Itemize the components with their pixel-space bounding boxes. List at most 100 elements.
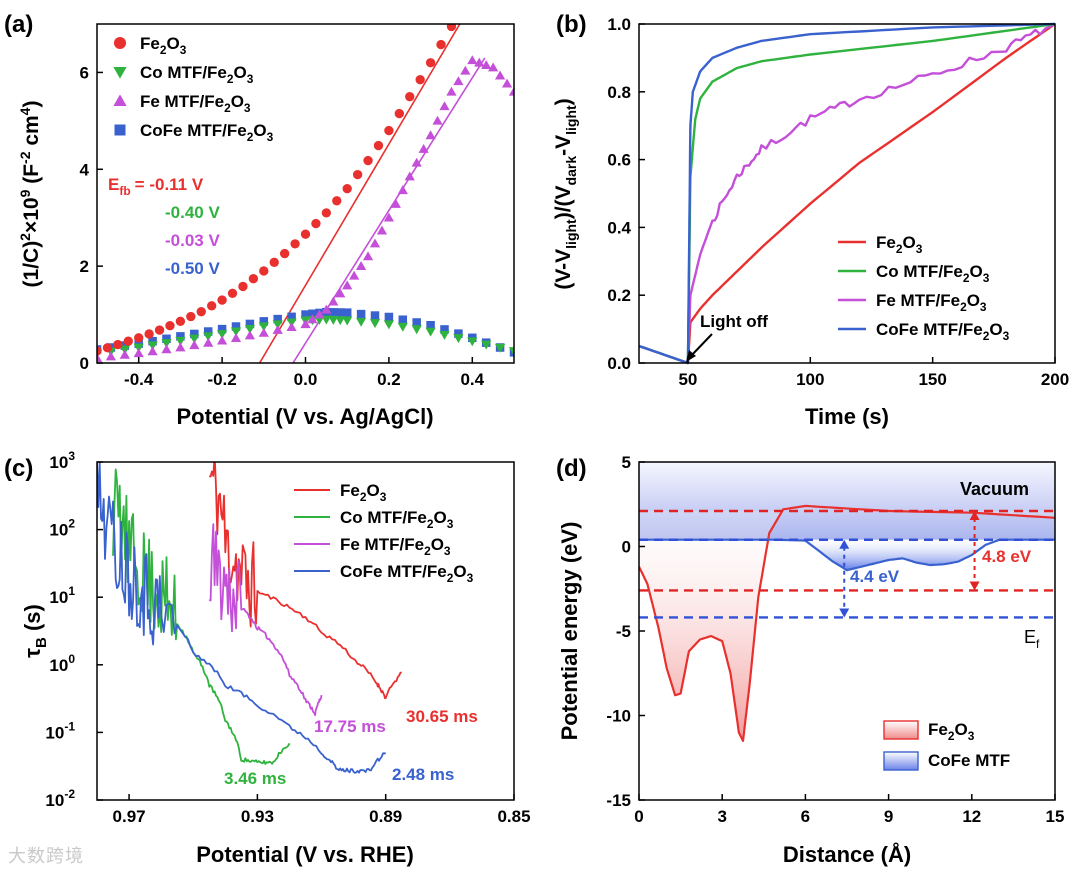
gap-blue-arrow-head-bottom	[839, 608, 850, 618]
point-fe-mtf-fe2o3	[418, 144, 429, 153]
ef-label: Ef	[1024, 627, 1040, 651]
point-fe-mtf-fe2o3	[230, 333, 242, 342]
point-cofe-mtf-fe2o3	[273, 314, 282, 324]
point-co-mtf-fe2o3	[481, 340, 492, 350]
point-cofe-mtf-fe2o3	[329, 308, 338, 317]
efb-cofe-mtf: -0.50 V	[165, 259, 220, 278]
point-fe2o3	[290, 239, 300, 249]
panel-b-xlabel: Time (s)	[805, 404, 889, 429]
point-fe-mtf-fe2o3	[321, 304, 332, 314]
point-fe2o3	[269, 257, 279, 267]
fe2o3-well-fill	[639, 511, 1055, 741]
point-fe2o3	[154, 325, 165, 335]
legend-label-cofe-mtf-feo: CoFe MTF/Fe2O3	[876, 320, 1010, 343]
panel-c-xlabel: Potential (V vs. RHE)	[196, 842, 414, 867]
panel-d-xtick-label: 3	[717, 807, 726, 826]
panel-a-xtick-label: 0.0	[294, 370, 318, 389]
line-fe-mtf-fe2o3	[208, 523, 323, 717]
point-fe2o3	[352, 169, 363, 180]
point-fe2o3	[186, 311, 196, 322]
panel-d-xtick-label: 12	[962, 807, 981, 826]
point-cofe-mtf-fe2o3	[308, 309, 317, 319]
point-fe-mtf-fe2o3	[404, 171, 415, 181]
gap-blue-label: 4.4 eV	[850, 567, 900, 586]
point-fe-mtf-fe2o3	[397, 185, 408, 195]
point-fe-mtf-fe2o3	[342, 280, 353, 290]
panel-c-series	[97, 462, 402, 774]
light-off-label: Light off	[700, 312, 768, 331]
light-off-annotation: Light off	[686, 312, 768, 362]
light-off-arrowhead	[686, 350, 696, 362]
legend-label-feo: Fe2O3	[340, 481, 387, 504]
point-fe-mtf-fe2o3	[439, 101, 450, 111]
panel-a-legend: Fe2O3 Co MTF/Fe2O3 Fe MTF/Fe2O3 CoFe MTF/Fe…	[113, 34, 274, 144]
point-fe-mtf-fe2o3	[97, 353, 103, 362]
legend-label-co-mtf-feo: Co MTF/Fe2O3	[340, 508, 454, 531]
point-fe-mtf-fe2o3	[217, 335, 228, 345]
panel-a-ytick-label: 6	[80, 63, 89, 82]
point-co-mtf-fe2o3	[342, 316, 353, 326]
point-fe-mtf-fe2o3	[189, 340, 200, 350]
point-co-mtf-fe2o3	[467, 337, 478, 347]
line-cofe-mtf	[639, 538, 1055, 572]
panel-b-ytick-label: 0.6	[607, 151, 631, 170]
point-fe2o3	[279, 248, 290, 259]
point-cofe-mtf-fe2o3	[336, 308, 345, 317]
legend-label-co-mtf-feo: Co MTF/Fe2O3	[876, 262, 990, 285]
point-cofe-mtf-fe2o3	[342, 308, 352, 317]
point-co-mtf-fe2o3	[411, 325, 422, 335]
line-cofe-mtf-fe2o3	[97, 462, 387, 774]
point-cofe-mtf-fe2o3	[231, 322, 241, 331]
point-co-mtf-fe2o3	[161, 339, 172, 349]
point-cofe-mtf-fe2o3	[356, 309, 366, 319]
point-co-mtf-fe2o3	[217, 330, 228, 340]
panel-a-efb-labels: Efb = -0.11 V -0.40 V -0.03 V -0.50 V	[108, 175, 220, 278]
point-fe2o3	[238, 281, 248, 292]
point-cofe-mtf-fe2o3	[162, 334, 171, 344]
panel-b: (b) 50 100 150 200 0.0 0.2 0.4 0.6 0.8 1.0 Time (…	[552, 11, 1069, 429]
point-co-mtf-fe2o3	[175, 336, 186, 346]
panel-a-label: (a)	[4, 11, 33, 38]
point-co-mtf-fe2o3	[230, 327, 242, 337]
panel-b-ytick-label: 0.4	[607, 218, 631, 237]
point-fe-mtf-fe2o3	[300, 319, 311, 329]
point-fe2o3	[144, 329, 154, 339]
point-fe-mtf-fe2o3	[501, 78, 513, 88]
point-co-mtf-fe2o3	[133, 343, 144, 353]
point-fe2o3	[436, 39, 446, 50]
panel-a-ytick-label: 4	[80, 160, 90, 179]
gap-red-arrow-head-bottom	[969, 581, 980, 591]
panel-d: (d) 0 3 6 9 12 15 -15 -10 -5 0 5 Distance (Å) Pote…	[556, 453, 1064, 867]
point-fe2o3	[102, 343, 113, 353]
line-fe2o3	[639, 504, 1055, 742]
point-co-mtf-fe2o3	[272, 320, 283, 330]
point-cofe-mtf-fe2o3	[398, 315, 408, 324]
legend-label-cofe-mtf: CoFe MTF	[928, 751, 1010, 770]
panel-d-label: (d)	[556, 455, 587, 482]
point-cofe-mtf-fe2o3	[384, 312, 394, 322]
panel-c: (c) 0.97 0.93 0.89 0.85 10-2 10-1 100 101 102 103…	[4, 449, 531, 867]
point-fe2o3	[446, 24, 457, 32]
point-fe-mtf-fe2o3	[147, 346, 158, 356]
point-co-mtf-fe2o3	[369, 319, 381, 329]
legend-label-cofe-mtf-feo: CoFe MTF/Fe2O3	[340, 562, 474, 585]
point-fe2o3	[165, 321, 175, 331]
point-fe-mtf-fe2o3	[467, 55, 478, 65]
efb-co-mtf: -0.40 V	[165, 203, 220, 222]
point-fe-mtf-fe2o3	[328, 296, 339, 306]
panel-c-label: (c)	[4, 455, 33, 482]
legend-label-fe-mtf-feo: Fe MTF/Fe2O3	[876, 291, 987, 314]
legend-swatch-cofe-mtf	[883, 751, 919, 771]
point-co-mtf-fe2o3	[328, 315, 339, 325]
line-cofe-mtf-fe2o3	[638, 22, 1056, 365]
point-cofe-mtf-fe2o3	[148, 336, 157, 346]
point-fe-mtf-fe2o3	[258, 327, 269, 337]
efb-fe-mtf: -0.03 V	[165, 231, 220, 250]
panel-c-ticks: 0.97 0.93 0.89 0.85 10-2 10-1 100 101 102 103	[45, 449, 530, 826]
panel-c-frame	[96, 461, 515, 801]
point-cofe-mtf-fe2o3	[454, 329, 463, 338]
point-fe-mtf-fe2o3	[161, 344, 172, 354]
panel-d-plot-area	[639, 462, 1055, 742]
panel-a-xtick-label: -0.4	[124, 370, 154, 389]
point-fe-mtf-fe2o3	[460, 65, 471, 75]
